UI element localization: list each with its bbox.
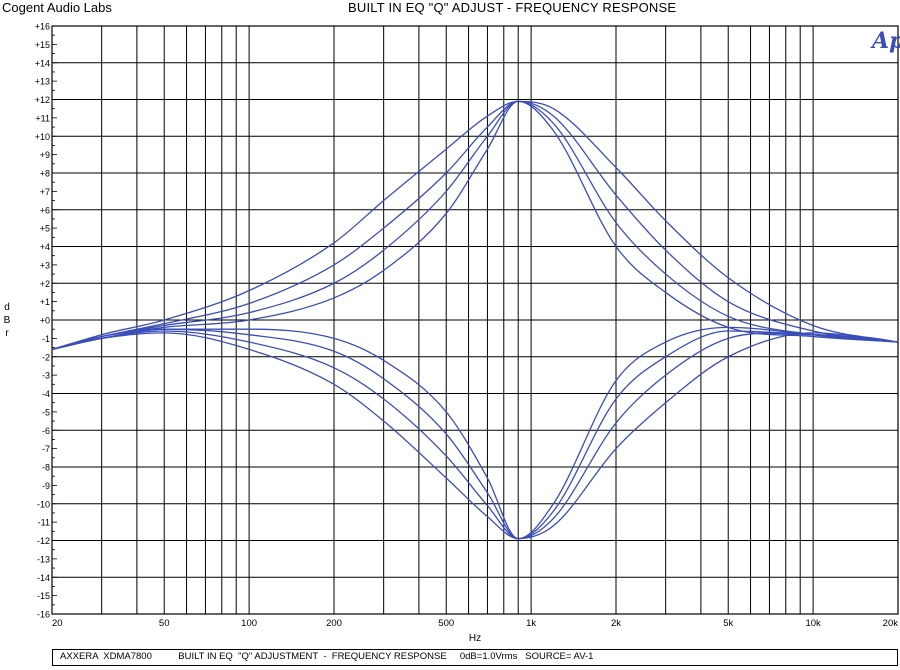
ap-logo: Ap: [870, 28, 900, 54]
y-tick-label: +2: [40, 279, 50, 289]
x-tick-label: 2k: [611, 618, 621, 629]
y-tick-label: +3: [40, 260, 50, 270]
y-tick-label: -5: [42, 407, 50, 417]
series-line-5: [51, 332, 899, 540]
y-tick-label: -2: [42, 352, 50, 362]
y-tick-label: -13: [37, 554, 50, 564]
series-line-7: [51, 328, 899, 540]
x-tick-label: 50: [159, 618, 170, 629]
x-axis-label: Hz: [469, 633, 481, 644]
y-tick-label: +6: [40, 205, 50, 215]
y-axis-label-char: r: [5, 328, 9, 339]
series-line-3: [51, 100, 899, 351]
x-tick-label: 20: [52, 618, 63, 629]
y-tick-label: +14: [35, 58, 50, 68]
y-tick-label: -1: [42, 334, 50, 344]
footer-box: [52, 649, 898, 666]
company-name: Cogent Audio Labs: [2, 0, 112, 15]
y-axis-label-char: d: [4, 302, 10, 313]
y-tick-label: -10: [37, 499, 50, 509]
x-tick-label: 10k: [805, 618, 821, 629]
y-tick-label: +0: [40, 316, 50, 326]
y-tick-label: +8: [40, 169, 50, 179]
x-tick-label: 1k: [526, 618, 536, 629]
y-tick-label: -16: [37, 610, 50, 620]
y-tick-label: -7: [42, 444, 50, 454]
y-tick-label: +10: [35, 132, 50, 142]
footer-text: AXXERA XDMA7800 BUILT IN EQ "Q" ADJUSTME…: [60, 651, 594, 662]
y-axis-label: dBr: [4, 302, 11, 339]
series-line-4: [51, 100, 899, 351]
chart-title: BUILT IN EQ "Q" ADJUST - FREQUENCY RESPO…: [348, 0, 677, 15]
y-tick-label: +5: [40, 224, 50, 234]
x-tick-label: 200: [326, 618, 342, 629]
y-tick-label: +11: [35, 113, 50, 123]
series-group: [51, 100, 899, 540]
x-tick-label: 100: [241, 618, 257, 629]
y-tick-label: -3: [42, 371, 50, 381]
y-tick-label: -14: [37, 573, 50, 583]
y-tick-label: -11: [38, 518, 50, 528]
grid: [52, 25, 898, 615]
y-tick-label: -4: [42, 389, 50, 399]
y-tick-label: +1: [40, 297, 50, 307]
y-tick-label: +12: [35, 95, 50, 105]
y-tick-label: +16: [35, 22, 50, 32]
x-tick-label: 5k: [723, 618, 733, 629]
y-tick-label: -12: [37, 536, 50, 546]
y-tick-label: +7: [40, 187, 50, 197]
y-tick-label: +15: [35, 40, 50, 50]
y-axis-label-char: B: [4, 315, 11, 326]
y-tick-label: -15: [37, 591, 50, 601]
x-axis-ticks: 20 50 100 200 500 1k 2k 5k 10k 20k: [52, 618, 898, 629]
frequency-response-chart: +16 +15 +14 +13 +12 +11 +10 +9 +8 +7 +6 +5 +4 +3 +2 +1 +…: [4, 22, 900, 645]
y-tick-label: -8: [42, 463, 50, 473]
x-tick-label: 500: [438, 618, 454, 629]
series-line-8: [51, 326, 899, 540]
y-tick-label: +13: [35, 77, 50, 87]
y-tick-label: +9: [40, 150, 50, 160]
y-tick-label: -9: [42, 481, 50, 491]
series-line-6: [51, 330, 899, 540]
y-tick-label: +4: [40, 242, 50, 252]
y-tick-label: -6: [42, 426, 50, 436]
x-tick-label: 20k: [883, 618, 899, 629]
series-line-1: [51, 100, 899, 351]
series-line-2: [51, 100, 899, 351]
y-axis-ticks: +16 +15 +14 +13 +12 +11 +10 +9 +8 +7 +6 +5 +4 +3 +2 +1 +…: [35, 22, 50, 620]
